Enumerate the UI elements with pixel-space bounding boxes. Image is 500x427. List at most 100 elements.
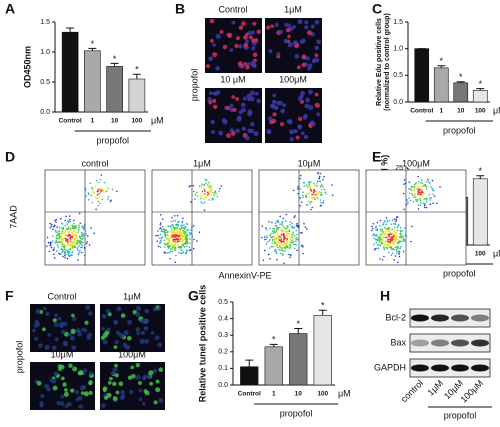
x-tick-label: 10 <box>295 391 303 398</box>
cell <box>243 42 249 48</box>
event <box>179 232 182 235</box>
event <box>72 225 74 228</box>
cell <box>222 119 228 125</box>
event <box>295 240 297 242</box>
unit-label: μM <box>493 105 500 115</box>
cell <box>297 124 302 129</box>
cell <box>36 380 42 386</box>
event <box>84 247 86 250</box>
event <box>262 259 265 262</box>
event <box>392 248 394 251</box>
event <box>183 224 185 226</box>
event <box>92 188 94 191</box>
y-tick-label: 0.0 <box>393 99 403 106</box>
event <box>63 254 66 257</box>
event <box>74 224 77 227</box>
cell <box>135 311 141 317</box>
event <box>85 195 87 197</box>
cell <box>314 45 319 51</box>
event <box>82 228 85 230</box>
event <box>388 246 391 248</box>
cell <box>242 96 247 101</box>
event <box>200 201 203 203</box>
event <box>75 236 78 239</box>
event <box>375 247 378 250</box>
event <box>280 249 283 252</box>
event <box>172 244 174 247</box>
event <box>177 228 179 231</box>
event <box>313 188 315 191</box>
cell <box>249 96 255 102</box>
event <box>277 220 279 223</box>
cell <box>274 22 279 27</box>
event <box>287 226 289 228</box>
event <box>78 241 80 243</box>
event <box>399 240 402 243</box>
event <box>181 232 183 234</box>
event <box>183 246 186 248</box>
event <box>77 249 80 251</box>
event <box>83 254 86 257</box>
cell <box>237 61 243 67</box>
cell <box>80 391 85 395</box>
event <box>290 238 293 241</box>
event <box>374 226 377 229</box>
cell <box>219 29 224 34</box>
event <box>278 244 280 246</box>
event <box>382 232 385 235</box>
band <box>431 364 449 372</box>
cell <box>304 20 309 25</box>
event <box>191 240 194 243</box>
event <box>307 200 310 203</box>
event <box>284 250 286 252</box>
event <box>314 184 316 187</box>
cell <box>88 371 93 376</box>
significance: * <box>478 79 482 89</box>
cell <box>266 128 272 134</box>
event <box>306 204 308 206</box>
x-tick-label: 100 <box>475 108 486 115</box>
event <box>427 181 430 183</box>
event <box>282 240 285 243</box>
event <box>63 237 66 239</box>
event <box>388 227 391 229</box>
cell <box>295 135 300 140</box>
event <box>410 240 412 243</box>
event <box>189 242 191 244</box>
event <box>159 223 162 226</box>
event <box>208 192 211 194</box>
cell <box>256 98 261 104</box>
plot-title: 10μM <box>298 158 321 168</box>
y-tick-label: 0.2 <box>218 349 228 356</box>
cell <box>307 89 314 95</box>
event <box>416 185 419 187</box>
cell <box>245 65 250 70</box>
event <box>306 228 308 230</box>
event <box>56 241 58 243</box>
event <box>323 175 325 178</box>
x-tick-label: 100 <box>317 391 328 398</box>
cell <box>250 122 255 127</box>
event <box>205 182 207 184</box>
event <box>79 237 82 240</box>
cell <box>102 314 107 319</box>
event <box>376 229 379 231</box>
event <box>158 242 161 244</box>
cell <box>123 330 129 336</box>
event <box>389 243 391 245</box>
blot <box>409 358 491 378</box>
event <box>68 231 71 234</box>
event <box>159 233 162 236</box>
cell <box>84 320 89 325</box>
cell <box>307 66 312 71</box>
cell <box>232 107 237 113</box>
event <box>173 247 176 250</box>
event <box>70 228 72 231</box>
cell <box>265 25 271 30</box>
event <box>399 246 402 248</box>
event <box>177 246 180 249</box>
cell <box>301 63 306 67</box>
cell <box>316 112 321 117</box>
cell <box>210 39 214 43</box>
